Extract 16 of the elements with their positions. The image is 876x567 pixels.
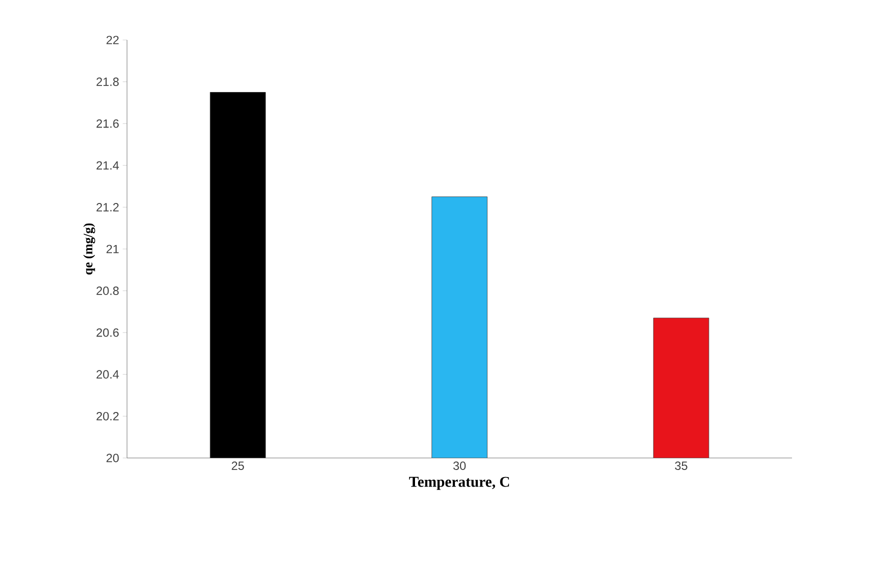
y-tick-label: 20.4 — [96, 370, 119, 379]
y-tick-label: 21 — [106, 244, 119, 254]
y-tick-label: 20.8 — [96, 286, 119, 296]
x-tick-label: 35 — [674, 462, 688, 470]
y-axis-title: qe (mg/g) — [83, 223, 96, 275]
y-tick-label: 21.2 — [96, 203, 119, 212]
y-tick-label: 20 — [106, 454, 119, 462]
x-tick-label: 25 — [232, 462, 244, 470]
y-tick-label: 21.6 — [96, 119, 119, 128]
y-tick-label: 20.6 — [96, 328, 119, 337]
y-tick-label: 21.4 — [96, 161, 119, 170]
y-tick-label: 21.8 — [96, 78, 119, 86]
x-axis-title: Temperature, C — [409, 476, 510, 490]
y-tick-label: 20.2 — [96, 412, 119, 420]
x-tick-label: 30 — [453, 462, 466, 470]
y-tick-label: 22 — [106, 36, 119, 44]
